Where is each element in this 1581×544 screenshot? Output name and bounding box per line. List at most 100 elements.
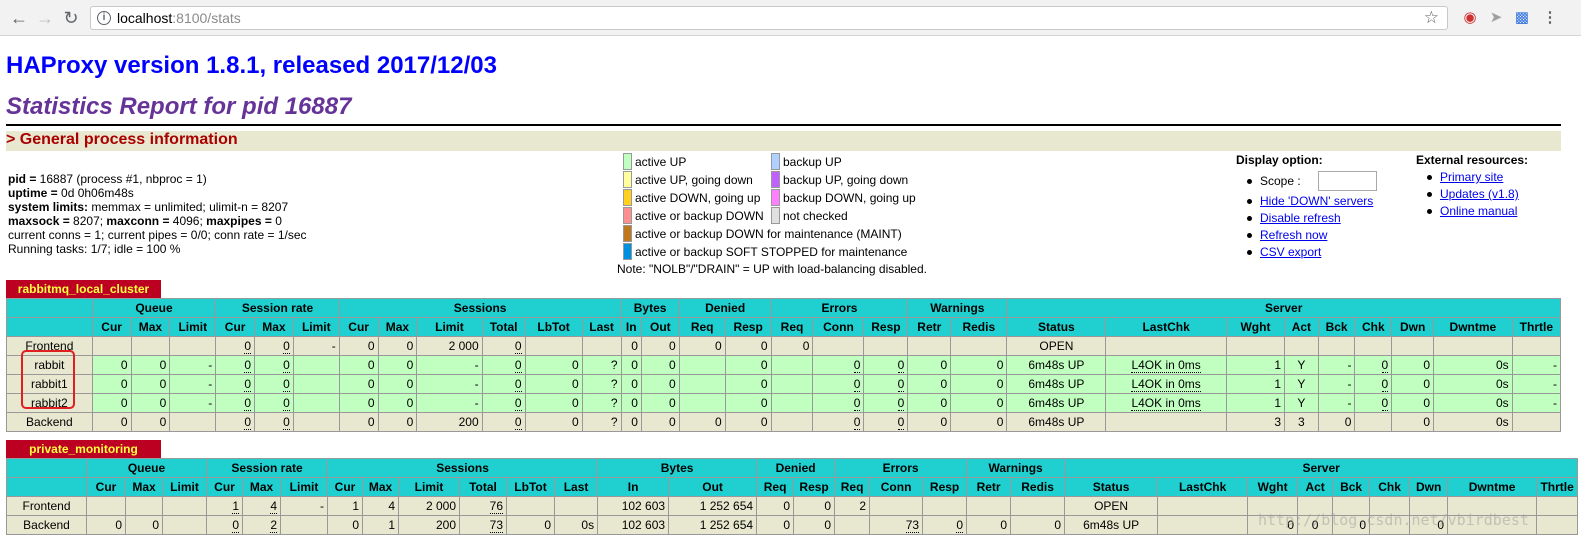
column-header: Max <box>242 477 281 497</box>
column-header: Status <box>1064 477 1159 497</box>
scope-input[interactable] <box>1318 171 1377 191</box>
extension-icon[interactable]: ◉ <box>1463 9 1477 26</box>
legend-label: active or backup SOFT STOPPED for mainte… <box>635 245 908 259</box>
table-cell <box>86 496 126 516</box>
column-header: Dwntme <box>1447 477 1538 497</box>
column-header: In <box>620 317 642 337</box>
column-header: Resp <box>793 477 836 497</box>
table-cell <box>1157 515 1249 535</box>
legend-label: not checked <box>783 209 848 223</box>
table-cell: 0 <box>524 412 583 432</box>
stats-table-rabbitmq: Queue Session rate Sessions Bytes Denied Erro… <box>6 298 1562 432</box>
url-text[interactable]: localhost:8100/stats <box>117 10 241 26</box>
legend-swatch <box>623 153 632 170</box>
table-cell: 0 <box>377 374 418 394</box>
table-cell: 0 <box>812 355 865 375</box>
header-cell <box>6 317 93 337</box>
column-header: Limit <box>292 317 340 337</box>
column-header: Req <box>678 317 726 337</box>
table-cell: Y <box>1284 374 1319 394</box>
report-title: Statistics Report for pid 16887 <box>6 93 352 120</box>
table-cell: 0 <box>756 515 795 535</box>
table-cell <box>292 393 340 413</box>
table-cell: 0 <box>620 336 642 356</box>
back-icon[interactable]: ← <box>10 8 28 28</box>
table-row: rabbit2 0 0-0 0 0 0-0 0? 0 0 0 0 0 0 0 6m48s UP L4OK in… <box>6 393 1562 413</box>
table-cell: 0 <box>950 355 1008 375</box>
column-header: In <box>597 477 670 497</box>
table-cell: 0 <box>377 393 418 413</box>
online-manual-link[interactable]: Online manual <box>1440 204 1518 218</box>
star-icon[interactable]: ☆ <box>1423 8 1439 27</box>
primary-site-link[interactable]: Primary site <box>1440 170 1504 184</box>
table-cell: - <box>1511 355 1562 375</box>
row-name[interactable]: rabbit1 <box>6 374 93 394</box>
stats-table-private-monitoring: Queue Session rate Sessions Bytes Denied Erro… <box>6 458 1579 535</box>
column-header: Cur <box>338 317 379 337</box>
info-icon[interactable]: i <box>97 11 111 25</box>
table-cell: 0 <box>86 515 126 535</box>
translate-icon[interactable]: ▩ <box>1514 9 1530 26</box>
column-header: Last <box>581 317 622 337</box>
extension-icon[interactable]: ➤ <box>1489 9 1503 26</box>
updates-link[interactable]: Updates (v1.8) <box>1440 187 1519 201</box>
table-cell: 0 <box>91 393 132 413</box>
refresh-now-link[interactable]: Refresh now <box>1260 228 1328 242</box>
table-cell: 0 <box>724 412 772 432</box>
table-cell: 0 <box>724 393 772 413</box>
table-cell: L4OK in 0ms <box>1105 374 1227 394</box>
table-cell: L4OK in 0ms <box>1105 393 1227 413</box>
proxy-name-label[interactable]: rabbitmq_local_cluster <box>6 280 161 298</box>
table-cell <box>125 496 163 516</box>
legend-swatch <box>623 189 632 206</box>
row-name[interactable]: Backend <box>6 515 87 535</box>
reload-icon[interactable]: ↻ <box>63 8 79 28</box>
legend-note: Note: "NOLB"/"DRAIN" = UP with load-bala… <box>617 262 927 276</box>
group-header: Warnings <box>966 458 1066 478</box>
group-header: Sessions <box>326 458 599 478</box>
table-cell: 0 <box>524 374 583 394</box>
table-cell: 3 <box>1284 412 1319 432</box>
column-header: Conn <box>812 317 865 337</box>
table-cell <box>770 374 814 394</box>
row-name[interactable]: Frontend <box>6 496 87 516</box>
table-cell: 0 <box>1297 515 1334 535</box>
table-cell: 3 <box>1225 412 1286 432</box>
table-cell: 2 000 <box>398 496 460 516</box>
table-cell: 0s <box>553 515 599 535</box>
table-row: rabbit 0 0-0 0 0 0-0 0? 0 0 0 0 0 0 0 6m48s UP L4OK in … <box>6 355 1562 375</box>
table-cell <box>162 515 207 535</box>
table-cell: - <box>169 393 217 413</box>
group-header: Server <box>1064 458 1579 478</box>
row-name[interactable]: Backend <box>6 412 93 432</box>
forward-icon[interactable]: → <box>36 8 54 28</box>
table-cell: L4OK in 0ms <box>1105 355 1227 375</box>
proxy-name-label[interactable]: private_monitoring <box>6 440 161 458</box>
table-cell: - <box>169 355 217 375</box>
table-cell: 0s <box>1433 393 1513 413</box>
table-cell: 0 <box>812 412 865 432</box>
table-cell: 73 <box>459 515 507 535</box>
table-cell: 0 <box>812 393 865 413</box>
kebab-menu-icon[interactable]: ⋮ <box>1542 9 1558 26</box>
table-cell: 0 <box>254 355 294 375</box>
table-cell <box>1433 336 1513 356</box>
table-cell <box>770 412 814 432</box>
disable-refresh-link[interactable]: Disable refresh <box>1260 211 1341 225</box>
table-cell: ? <box>581 374 622 394</box>
table-cell: 0 <box>620 355 642 375</box>
table-cell <box>907 336 952 356</box>
table-cell: - <box>1511 374 1562 394</box>
table-cell: 2 <box>834 496 871 516</box>
table-cell: 0 <box>215 336 256 356</box>
csv-export-link[interactable]: CSV export <box>1260 245 1322 259</box>
table-cell <box>524 336 583 356</box>
row-name[interactable]: rabbit <box>6 355 93 375</box>
table-cell <box>1354 336 1393 356</box>
table-cell: - <box>1317 355 1356 375</box>
table-cell: 0 <box>1354 393 1393 413</box>
table-cell: 0 <box>524 393 583 413</box>
table-cell: 73 <box>869 515 924 535</box>
hide-down-servers-link[interactable]: Hide 'DOWN' servers <box>1260 194 1374 208</box>
address-bar[interactable]: i localhost:8100/stats ☆ <box>90 6 1448 30</box>
